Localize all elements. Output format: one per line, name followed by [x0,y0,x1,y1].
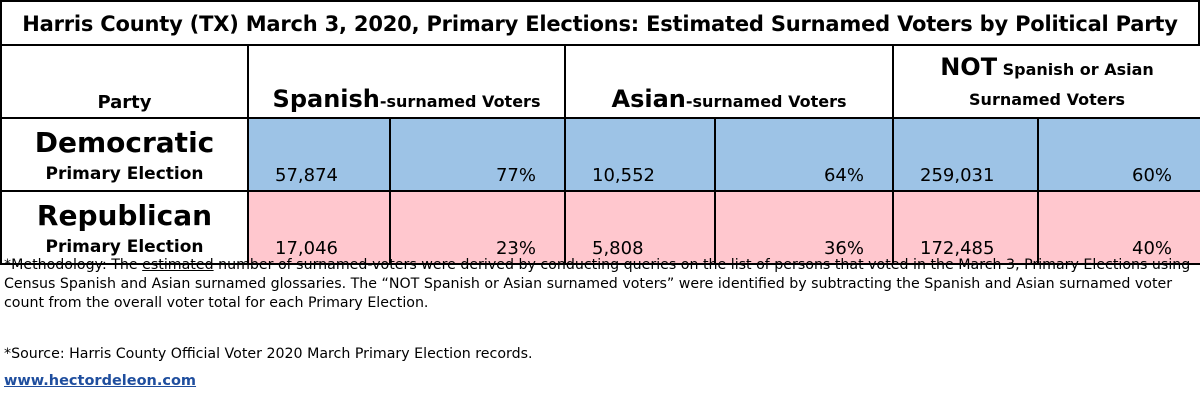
methodology-prefix: *Methodology: The [4,257,143,273]
methodology-note: *Methodology: The estimated number of su… [4,256,1194,313]
spanish-count-cell: 57,874 [247,117,391,192]
page-title: Harris County (TX) March 3, 2020, Primar… [0,0,1200,44]
asian-pct-cell: 36% [714,190,894,265]
party-subtitle: Primary Election [45,164,204,184]
party-name: Democratic [34,126,215,159]
methodology-text: number of surnamed-voters were derived b… [4,257,1191,311]
spanish-header: Spanish-surnamed Voters [247,44,566,119]
party-subtitle: Primary Election [45,237,204,257]
spanish-pct-cell: 77% [389,117,566,192]
party-cell-republican: Republican Primary Election [0,190,249,265]
methodology-emphasis: estimated [142,257,214,273]
table-row-republican: Republican Primary Election 17,046 23% 5… [0,190,1200,265]
spanish-header-small: -surnamed Voters [379,92,541,111]
party-name: Republican [36,199,213,232]
not-count-cell: 259,031 [892,117,1039,192]
asian-count-cell: 5,808 [564,190,716,265]
spanish-header-big: Spanish [272,85,380,113]
table-row-democratic: Democratic Primary Election 57,874 77% 1… [0,117,1200,192]
website-link[interactable]: www.hectordeleon.com [4,373,197,389]
not-header-big: NOT [940,53,998,81]
spanish-pct-cell: 23% [389,190,566,265]
not-pct-cell: 40% [1036,190,1200,265]
not-pct-cell: 60% [1036,117,1200,192]
source-note: *Source: Harris County Official Voter 20… [4,346,533,362]
spanish-count-cell: 17,046 [247,190,391,265]
not-header-small-1: Spanish or Asian [1002,60,1154,79]
asian-count-cell: 10,552 [564,117,716,192]
not-header-small-2: Surnamed Voters [969,90,1125,109]
results-table: Party Spanish-surnamed Voters Asian-surn… [0,44,1200,265]
party-header: Party [0,44,249,119]
asian-header: Asian-surnamed Voters [564,44,894,119]
asian-header-big: Asian [611,85,686,113]
party-cell-democratic: Democratic Primary Election [0,117,249,192]
asian-header-small: -surnamed Voters [685,92,847,111]
not-spanish-asian-header: NOT Spanish or Asian Surnamed Voters [891,44,1200,119]
asian-pct-cell: 64% [714,117,894,192]
header-row: Party Spanish-surnamed Voters Asian-surn… [0,44,1200,119]
not-count-cell: 172,485 [892,190,1039,265]
